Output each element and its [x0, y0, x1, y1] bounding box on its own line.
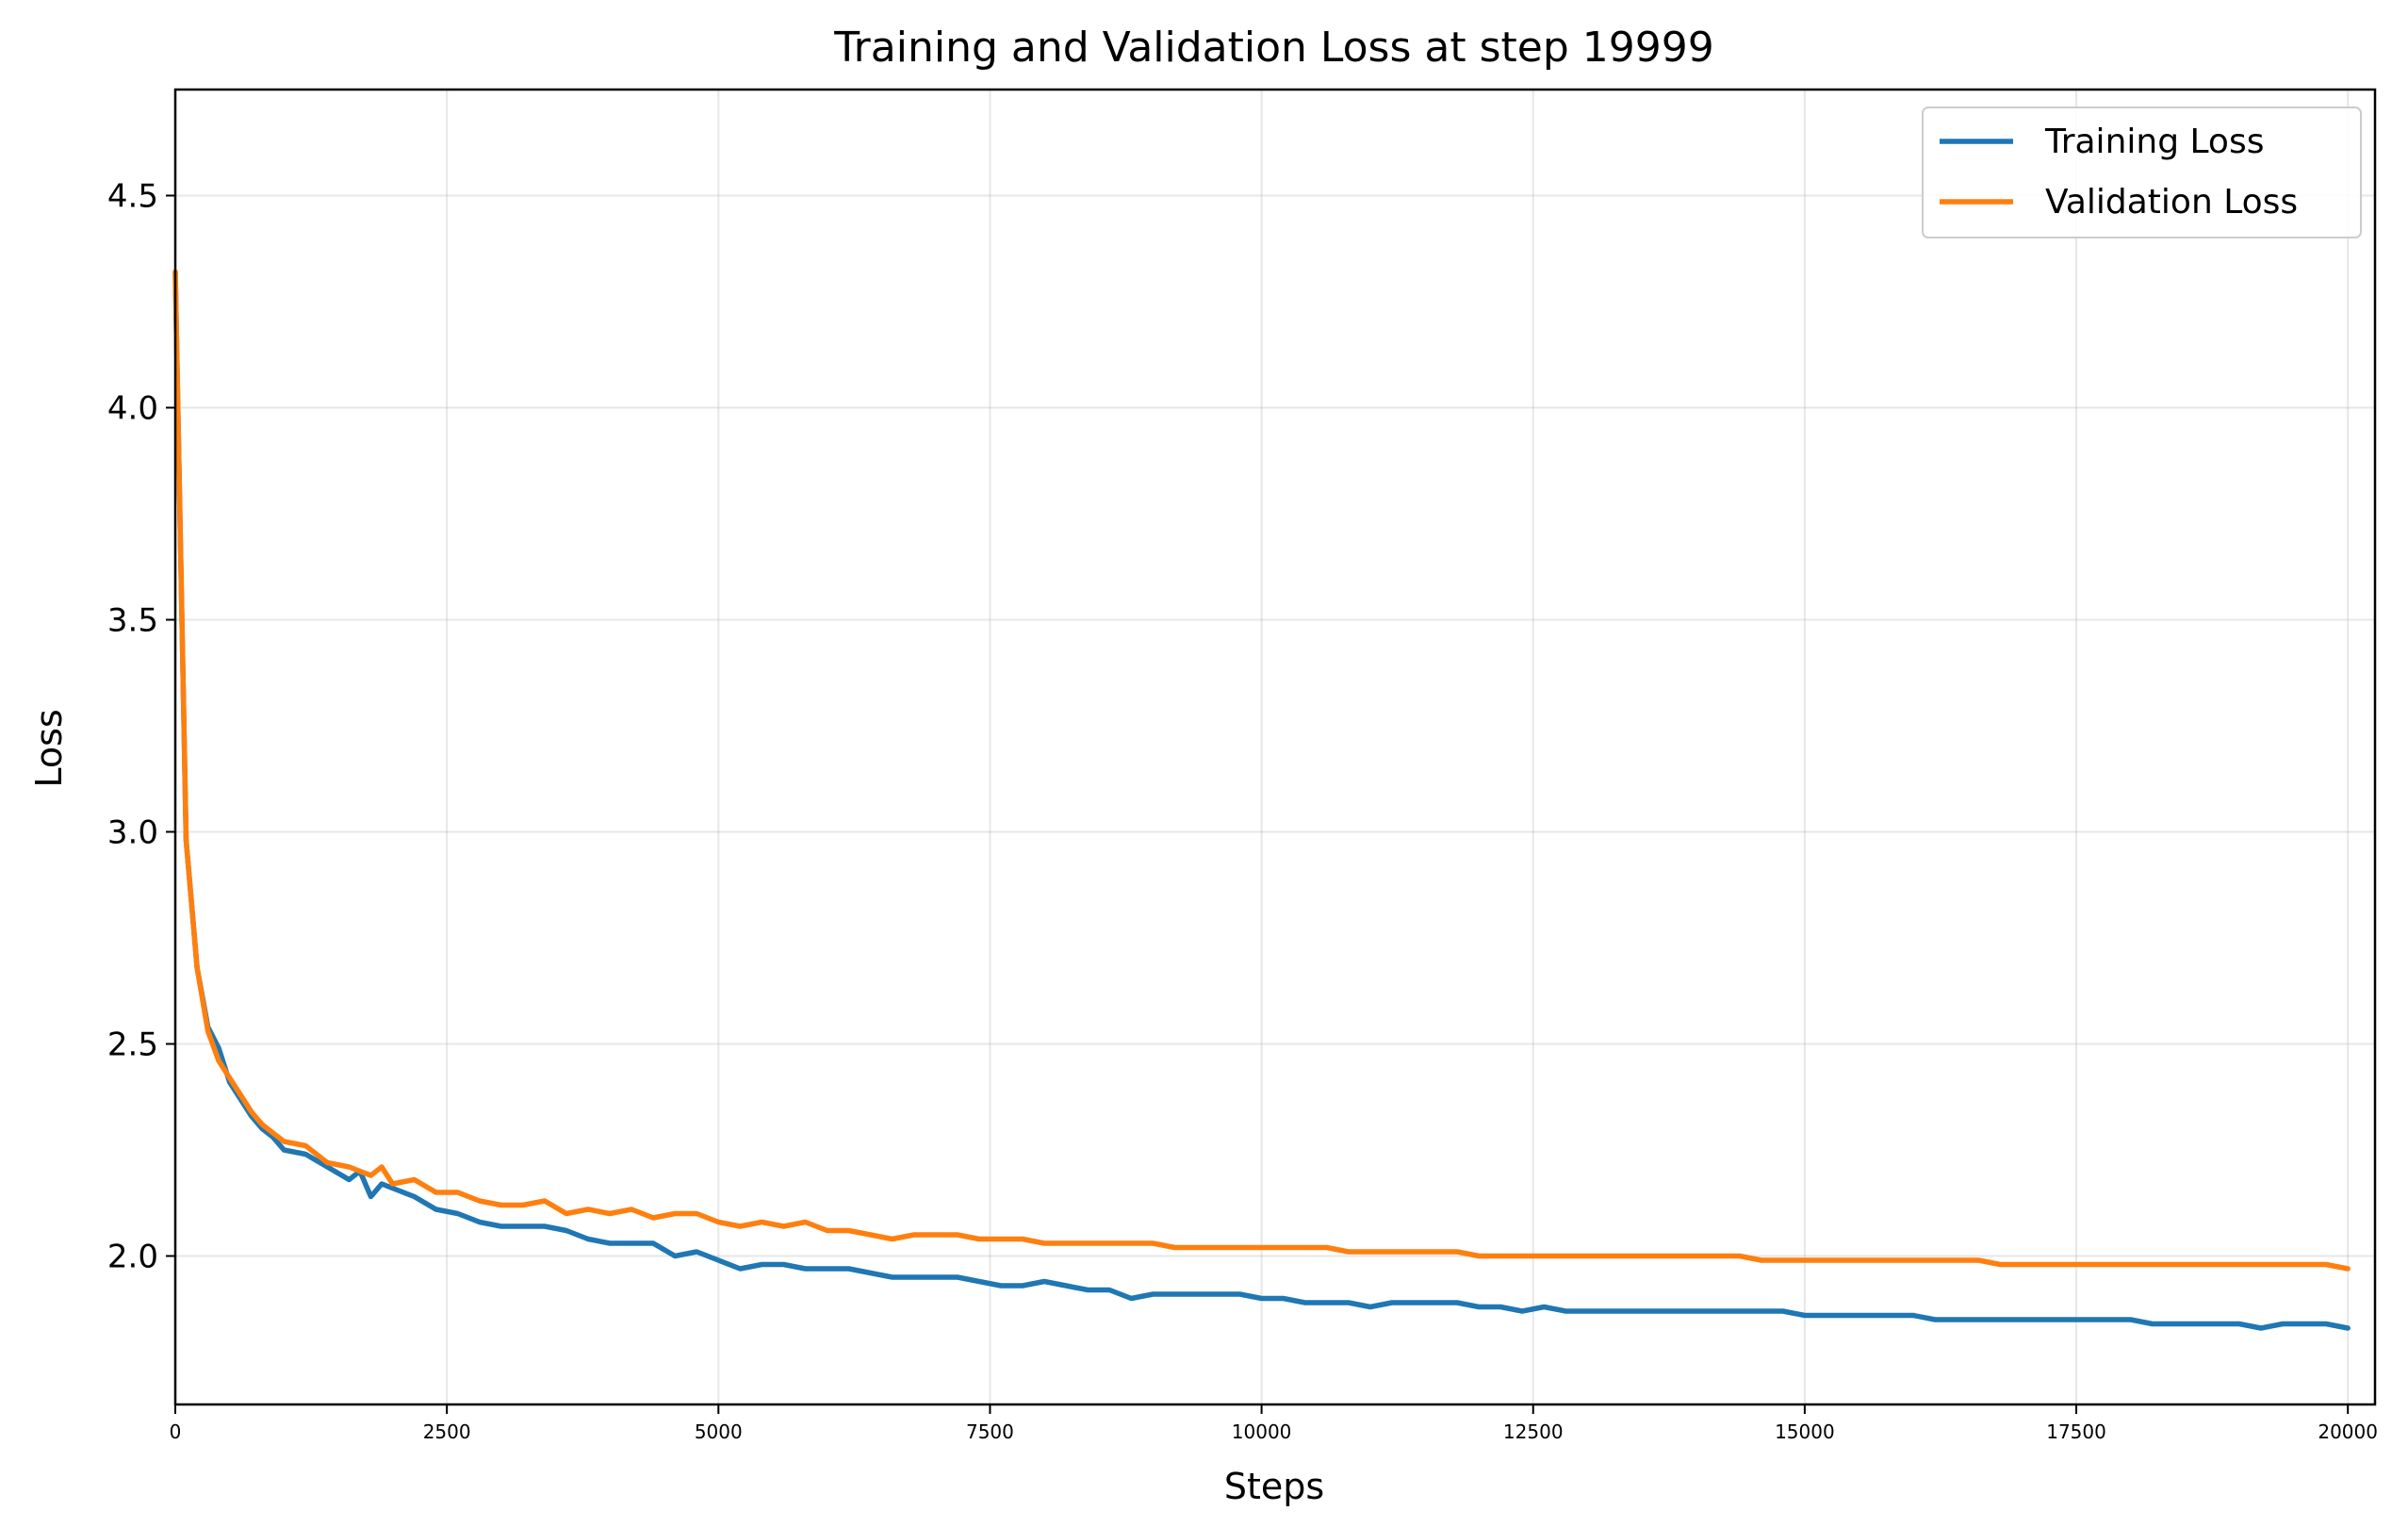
series-layer	[172, 269, 2351, 1331]
legend-label-training: Training Loss	[2044, 123, 2264, 161]
legend-label-validation: Validation Loss	[2045, 183, 2298, 222]
x-tick-label: 5000	[695, 1420, 743, 1443]
x-tick-label: 17500	[2046, 1420, 2106, 1443]
x-tick-label: 15000	[1775, 1420, 1835, 1443]
training-loss-line	[172, 269, 2351, 1331]
chart-title: Training and Validation Loss at step 199…	[833, 24, 1713, 72]
validation-loss-line	[172, 269, 2351, 1272]
y-axis-ticks: 2.0 2.5 3.0 3.5 4.0 4.5	[107, 178, 175, 1276]
y-tick-label: 2.0	[107, 1239, 158, 1276]
y-tick-label: 4.0	[107, 390, 158, 428]
x-axis-label: Steps	[1224, 1466, 1324, 1507]
legend-box	[1922, 107, 2362, 238]
x-tick-label: 0	[170, 1420, 182, 1443]
x-axis-ticks: 0 2500 5000 7500 10000 12500 15000 17500 20000	[170, 1404, 2378, 1443]
x-tick-label: 2500	[423, 1420, 471, 1443]
y-axis-label: Loss	[28, 709, 70, 787]
y-tick-label: 3.5	[107, 602, 158, 640]
x-tick-label: 12500	[1503, 1420, 1564, 1443]
y-tick-label: 3.0	[107, 814, 158, 852]
y-tick-label: 4.5	[107, 178, 158, 216]
x-tick-label: 20000	[2318, 1420, 2378, 1443]
x-tick-label: 7500	[966, 1420, 1014, 1443]
x-tick-label: 10000	[1232, 1420, 1292, 1443]
y-tick-label: 2.5	[107, 1026, 158, 1064]
legend: Training Loss Validation Loss	[1922, 107, 2362, 238]
grid	[174, 90, 2375, 1404]
plot-frame	[173, 88, 2377, 1406]
